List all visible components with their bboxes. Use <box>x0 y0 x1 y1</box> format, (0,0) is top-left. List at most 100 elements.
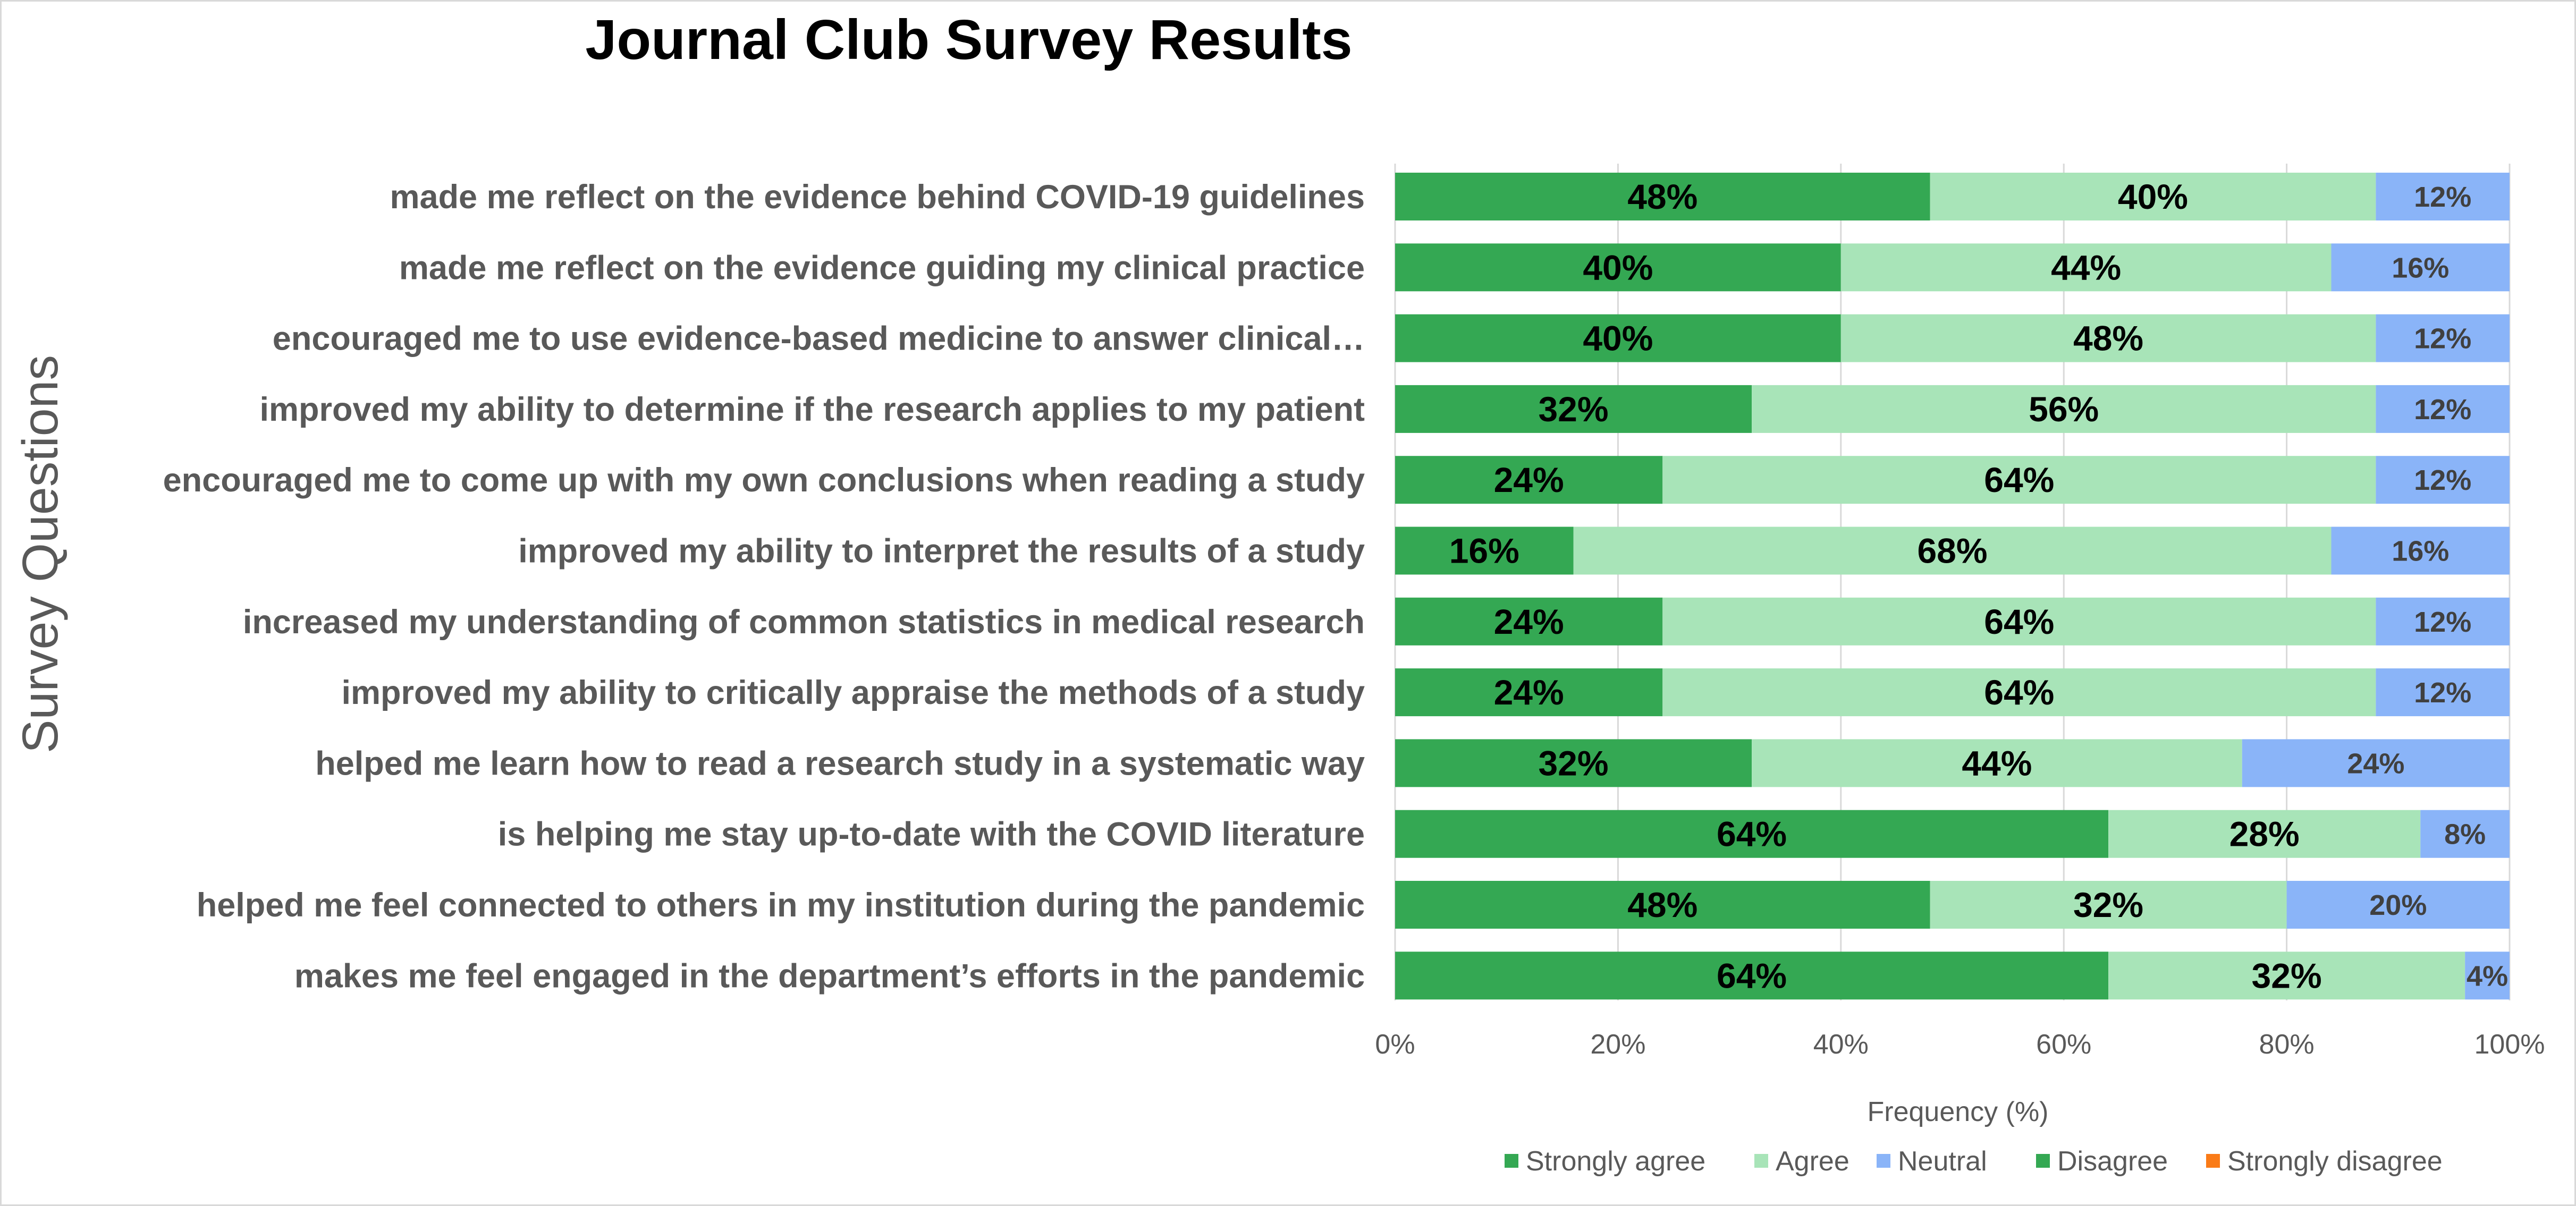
data-label: 32% <box>2073 885 2143 924</box>
data-label: 32% <box>1538 743 1608 783</box>
category-labels: made me reflect on the evidence behind C… <box>163 179 1365 995</box>
bar-neutral <box>2286 881 2510 929</box>
bar-strongly-agree <box>1395 385 1752 433</box>
y-axis-title: Survey Questions <box>12 355 69 753</box>
category-label: encouraged me to use evidence-based medi… <box>273 320 1365 358</box>
bar-strongly-agree <box>1395 597 1663 646</box>
data-label: 48% <box>2073 319 2143 358</box>
gridlines <box>1394 164 2511 1000</box>
legend-label-strongly-agree: Strongly agree <box>1526 1146 1705 1177</box>
legend-swatch-strongly-agree <box>1505 1154 1518 1168</box>
category-label: makes me feel engaged in the department’… <box>294 957 1365 995</box>
data-label: 20% <box>2369 889 2427 921</box>
data-label: 48% <box>1627 177 1697 216</box>
bar-strongly-agree <box>1395 456 1663 504</box>
data-label: 44% <box>1962 743 2032 783</box>
data-label: 12% <box>2414 181 2471 213</box>
data-label: 4% <box>2467 960 2508 992</box>
category-label: is helping me stay up-to-date with the C… <box>498 816 1365 853</box>
bar-neutral <box>2465 952 2510 1000</box>
data-label: 64% <box>1984 602 2054 641</box>
data-label: 12% <box>2414 464 2471 496</box>
bar-neutral <box>2376 314 2510 362</box>
x-tick-label: 40% <box>1813 1029 1869 1060</box>
legend-swatch-neutral <box>1877 1154 1890 1168</box>
data-label: 64% <box>1984 673 2054 712</box>
legend-swatch-disagree <box>2036 1154 2050 1168</box>
x-tick-label: 60% <box>2036 1029 2091 1060</box>
data-label: 12% <box>2414 323 2471 355</box>
bar-neutral <box>2331 243 2510 292</box>
data-label: 12% <box>2414 677 2471 709</box>
bar-strongly-agree <box>1395 739 1752 787</box>
data-label: 40% <box>2118 177 2188 216</box>
bar-neutral <box>2376 385 2510 433</box>
data-label: 12% <box>2414 606 2471 638</box>
bar-neutral <box>2376 668 2510 717</box>
data-label: 16% <box>2392 536 2449 567</box>
bar-strongly-agree <box>1395 526 1574 575</box>
category-label: improved my ability to determine if the … <box>259 391 1365 428</box>
bar-neutral <box>2420 810 2510 858</box>
data-label: 8% <box>2444 819 2486 851</box>
data-label: 24% <box>1494 673 1564 712</box>
legend-label-neutral: Neutral <box>1898 1146 1987 1177</box>
bar-agree <box>1662 456 2376 504</box>
bar-strongly-agree <box>1395 881 1930 929</box>
x-axis-title: Frequency (%) <box>1868 1097 2049 1127</box>
bar-agree <box>2108 810 2421 858</box>
data-label: 32% <box>1538 389 1608 429</box>
legend-swatch-agree <box>1754 1154 1768 1168</box>
data-label: 56% <box>2029 389 2099 429</box>
bar-strongly-agree <box>1395 810 2109 858</box>
bar-agree <box>1930 881 2287 929</box>
bar-agree <box>1573 526 2332 575</box>
data-label: 48% <box>1627 885 1697 924</box>
category-label: helped me feel connected to others in my… <box>197 887 1365 924</box>
bar-neutral <box>2331 526 2510 575</box>
bars: 48% 40% 12% 40% 44% 16% 40% 48% 12% 32% 56% 12% 24% 6… <box>1395 173 2510 1000</box>
x-tick-label: 0% <box>1375 1029 1415 1060</box>
data-label: 64% <box>1984 460 2054 499</box>
bar-strongly-agree <box>1395 668 1663 717</box>
bar-agree <box>1752 739 2242 787</box>
bar-agree <box>2108 952 2465 1000</box>
data-label: 24% <box>2347 748 2404 779</box>
category-label: encouraged me to come up with my own con… <box>163 462 1365 499</box>
bar-agree <box>1840 314 2376 362</box>
data-label: 64% <box>1717 956 1787 995</box>
data-label: 12% <box>2414 394 2471 426</box>
data-label: 68% <box>1917 531 1987 571</box>
bar-neutral <box>2376 173 2510 220</box>
bar-neutral <box>2376 456 2510 504</box>
data-label: 44% <box>2051 248 2121 287</box>
bar-neutral <box>2376 597 2510 646</box>
bar-strongly-agree <box>1395 314 1841 362</box>
x-axis-ticks: 0% 20% 40% 60% 80% 100% <box>1375 1029 2545 1060</box>
data-label: 16% <box>1449 531 1519 571</box>
bar-agree <box>1840 243 2332 292</box>
data-label: 16% <box>2392 252 2449 284</box>
category-label: increased my understanding of common sta… <box>243 604 1365 641</box>
category-label: made me reflect on the evidence guiding … <box>399 249 1365 286</box>
data-label: 28% <box>2229 814 2300 854</box>
data-label: 64% <box>1717 814 1787 854</box>
data-label: 32% <box>2252 956 2322 995</box>
x-tick-label: 80% <box>2259 1029 2315 1060</box>
data-label: 40% <box>1583 319 1653 358</box>
bar-strongly-agree <box>1395 173 1930 220</box>
bar-strongly-agree <box>1395 952 2109 1000</box>
bar-agree <box>1662 597 2376 646</box>
x-tick-label: 20% <box>1590 1029 1645 1060</box>
chart-title: Journal Club Survey Results <box>585 9 1352 71</box>
data-label: 40% <box>1583 248 1653 287</box>
bar-agree <box>1662 668 2376 717</box>
data-label: 24% <box>1494 602 1564 641</box>
bar-agree <box>1930 173 2376 220</box>
x-tick-label: 100% <box>2474 1029 2545 1060</box>
legend-label-disagree: Disagree <box>2057 1146 2168 1177</box>
legend-label-agree: Agree <box>1776 1146 1849 1177</box>
legend-label-strongly-disagree: Strongly disagree <box>2227 1146 2443 1177</box>
